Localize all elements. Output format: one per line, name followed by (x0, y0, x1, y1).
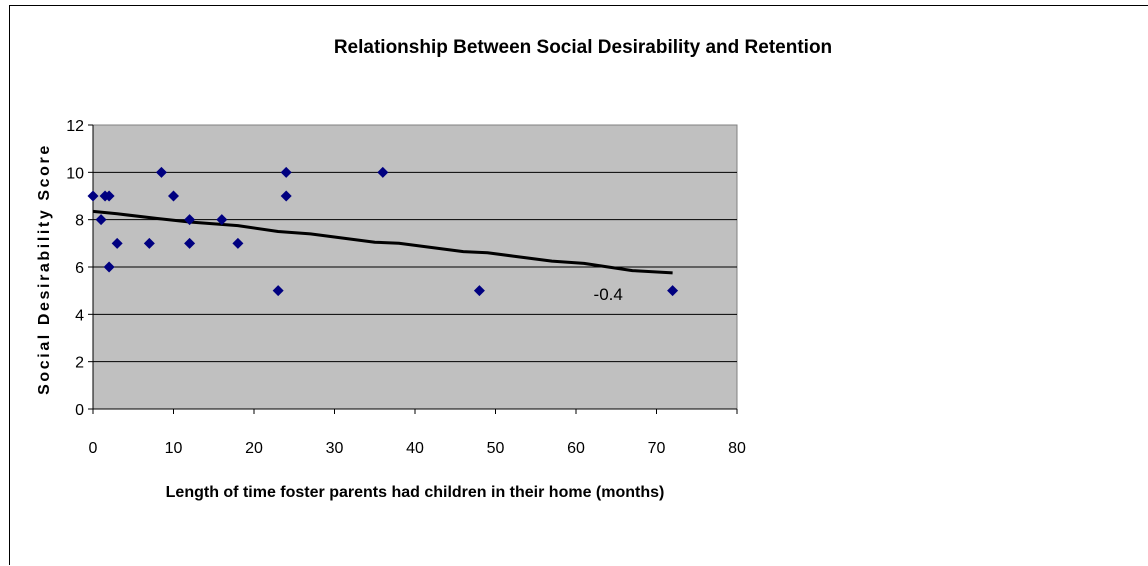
y-tick-label-4: 8 (75, 213, 84, 230)
x-tick-label-3: 30 (326, 440, 344, 457)
x-axis-label: Length of time foster parents had childr… (166, 484, 665, 501)
y-axis-label: Social Desirability Score (36, 143, 53, 395)
x-tick-label-0: 0 (89, 440, 98, 457)
data-point-5 (111, 237, 123, 249)
trendline-group (92, 209, 673, 275)
data-point-12 (232, 237, 244, 249)
x-tick-label-1: 10 (165, 440, 183, 457)
data-point-6 (143, 237, 155, 249)
data-point-9 (184, 214, 196, 226)
data-point-18 (667, 285, 679, 297)
data-point-16 (377, 166, 389, 178)
data-point-0 (87, 190, 99, 202)
data-point-15 (280, 190, 292, 202)
data-points (87, 166, 679, 297)
y-tick-label-1: 2 (75, 355, 84, 372)
x-tick-label-8: 80 (728, 440, 746, 457)
scatter-chart: Relationship Between Social Desirability… (36, 37, 832, 501)
gridlines (93, 171, 737, 363)
x-tick-label-4: 40 (406, 440, 424, 457)
x-tick-label-6: 60 (567, 440, 585, 457)
data-point-4 (103, 261, 115, 273)
x-tick-label-2: 20 (245, 440, 263, 457)
x-tick-label-7: 70 (648, 440, 666, 457)
y-tick-label-3: 6 (75, 260, 84, 277)
data-point-7 (155, 166, 167, 178)
y-tick-label-2: 4 (75, 307, 84, 324)
y-tick-label-0: 0 (75, 402, 84, 419)
data-point-1 (95, 214, 107, 226)
data-point-11 (216, 214, 228, 226)
chart-frame: Relationship Between Social Desirability… (9, 5, 1148, 565)
data-point-14 (280, 166, 292, 178)
data-point-3 (103, 190, 115, 202)
data-point-8 (168, 190, 179, 202)
data-point-17 (473, 285, 485, 297)
chart-title: Relationship Between Social Desirability… (334, 37, 832, 58)
data-point-10 (184, 237, 196, 249)
axes: 0 2 4 6 8 10 12 0 10 20 30 40 50 60 70 80 (66, 118, 746, 457)
trendline (92, 209, 673, 275)
data-point-13 (272, 285, 284, 297)
y-tick-label-5: 10 (66, 165, 84, 182)
y-tick-label-6: 12 (66, 118, 84, 135)
correlation-annotation: -0.4 (594, 285, 623, 304)
x-tick-label-5: 50 (487, 440, 505, 457)
